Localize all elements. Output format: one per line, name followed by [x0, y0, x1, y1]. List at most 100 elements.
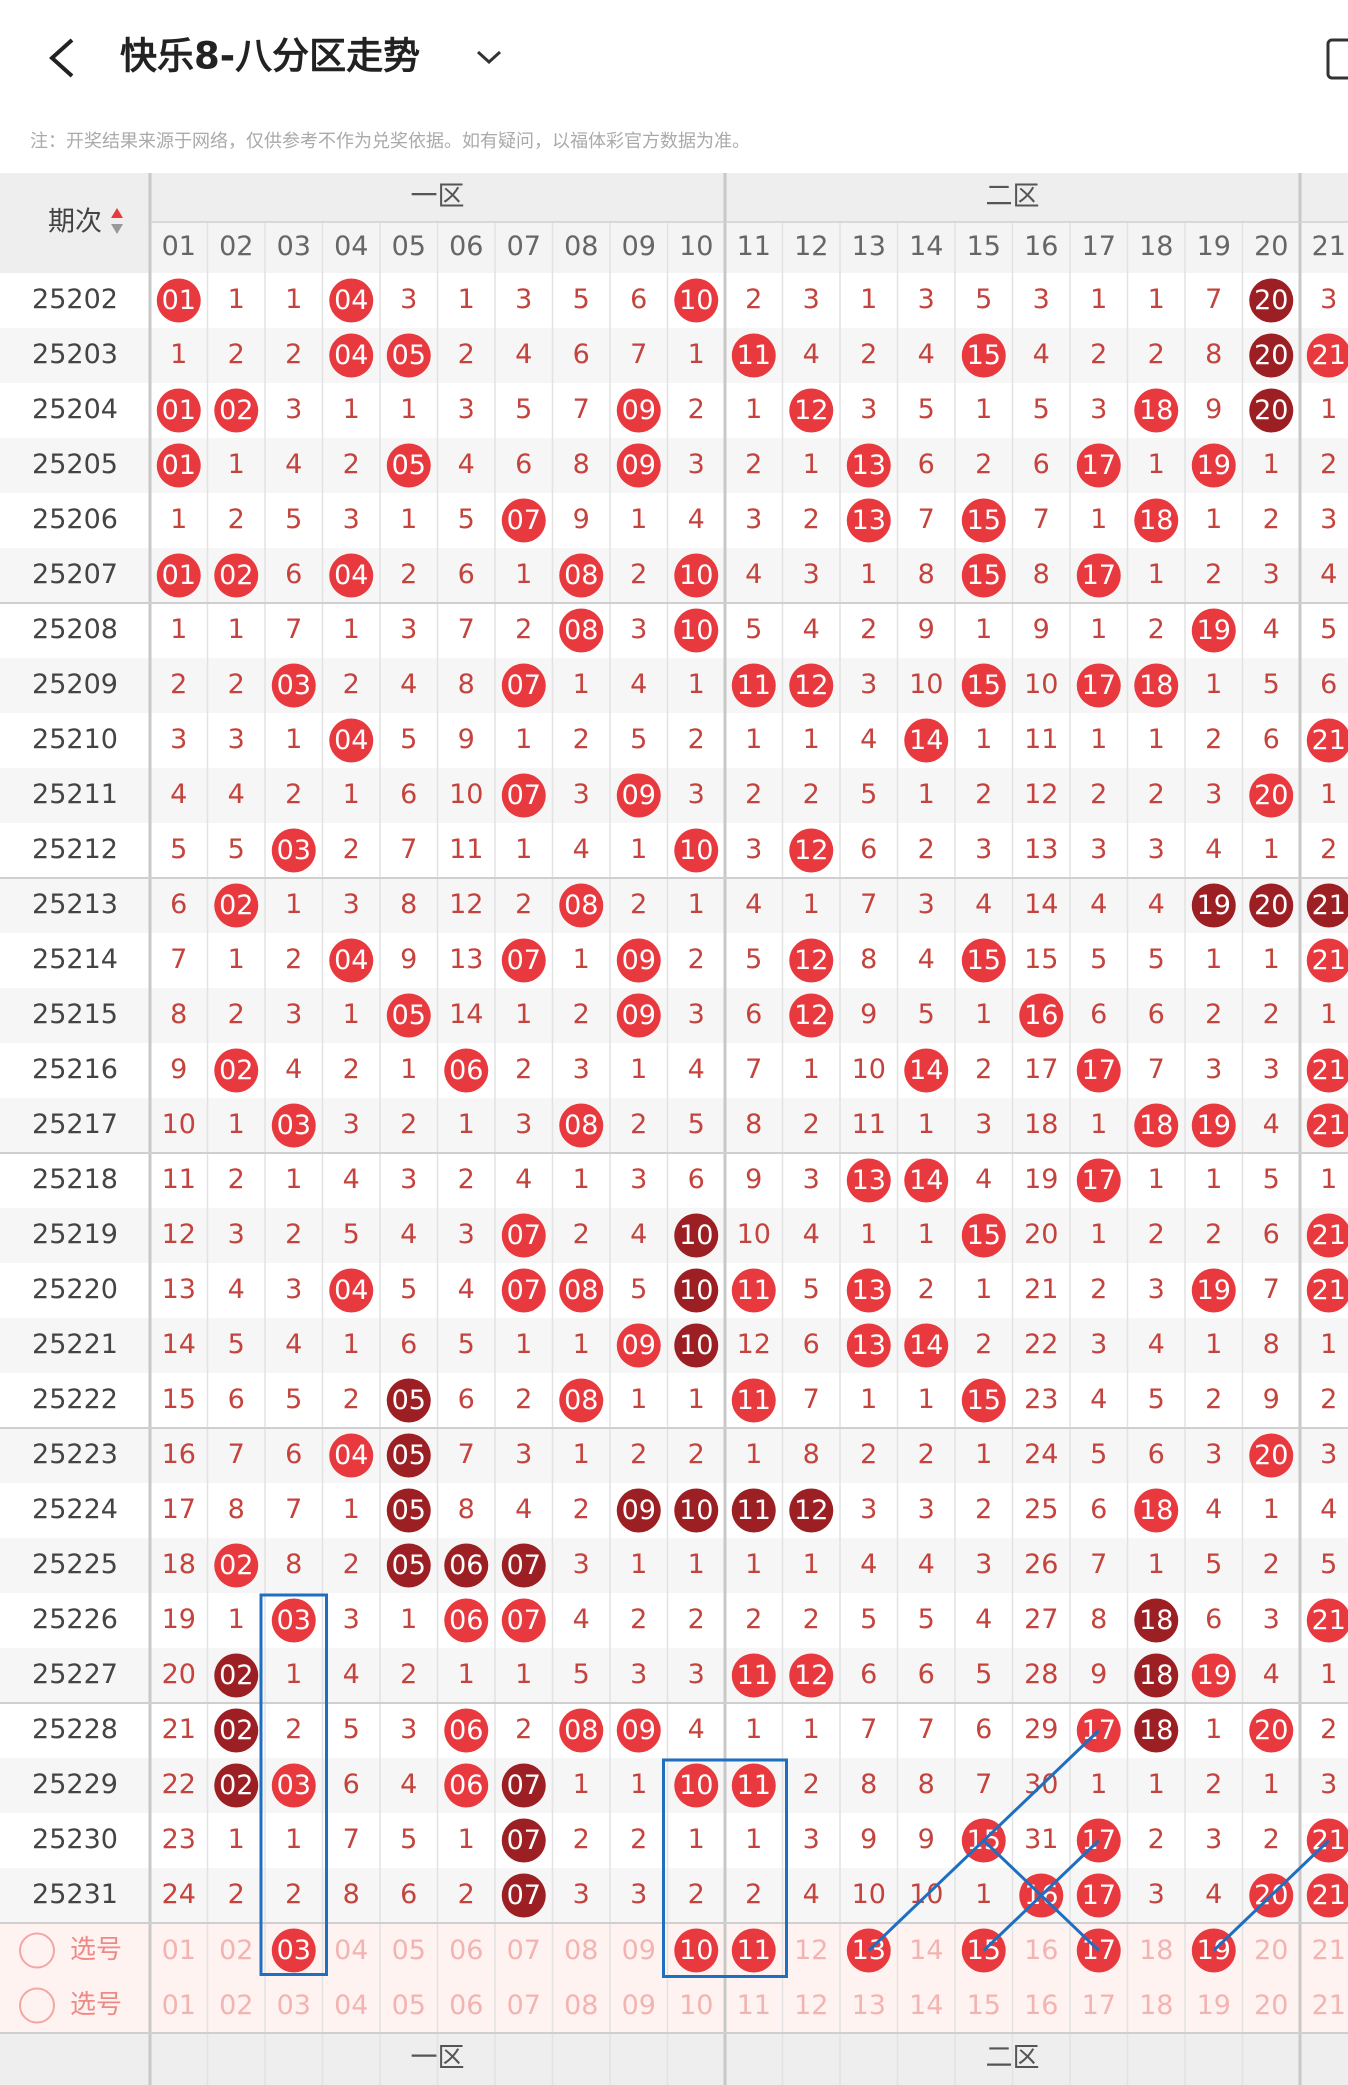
select-number[interactable]: 01: [162, 1935, 196, 1966]
ball-number: 17: [1082, 1055, 1116, 1086]
ball-number: 10: [679, 1220, 713, 1251]
select-number[interactable]: 05: [392, 1935, 426, 1966]
select-number[interactable]: 21: [1312, 1935, 1346, 1966]
miss-count: 23: [162, 1824, 196, 1855]
select-number[interactable]: 16: [1024, 1990, 1058, 2021]
draw-ball: [904, 1048, 949, 1093]
draw-ball: [214, 883, 259, 928]
ball-number: 08: [564, 1275, 598, 1306]
select-number[interactable]: 04: [334, 1935, 368, 1966]
select-number[interactable]: 06: [449, 1990, 483, 2021]
miss-count: 2: [1090, 779, 1107, 810]
ball-number: 20: [1254, 395, 1288, 426]
select-number[interactable]: 01: [162, 1990, 196, 2021]
draw-ball: [501, 1268, 546, 1313]
draw-ball: [1249, 883, 1294, 928]
miss-count: 2: [745, 1879, 762, 1910]
select-number[interactable]: 03: [277, 1935, 311, 1966]
ball-number: 09: [622, 1495, 656, 1526]
select-number[interactable]: 07: [507, 1990, 541, 2021]
select-number[interactable]: 16: [1024, 1935, 1058, 1966]
miss-count: 5: [170, 834, 187, 865]
select-number[interactable]: 09: [622, 1935, 656, 1966]
draw-ball: [1134, 1103, 1179, 1148]
draw-ball: [1306, 1268, 1348, 1313]
miss-count: 1: [745, 1439, 762, 1470]
select-number[interactable]: 11: [737, 1990, 771, 2021]
select-number[interactable]: 04: [334, 1990, 368, 2021]
select-number[interactable]: 07: [507, 1935, 541, 1966]
ball-number: 10: [679, 560, 713, 591]
select-number[interactable]: 19: [1197, 1990, 1231, 2021]
phone-icon[interactable]: [1326, 38, 1348, 80]
select-number[interactable]: 05: [392, 1990, 426, 2021]
select-number[interactable]: 20: [1254, 1935, 1288, 1966]
miss-count: 1: [688, 339, 705, 370]
select-number[interactable]: 15: [967, 1990, 1001, 2021]
select-number[interactable]: 10: [679, 1990, 713, 2021]
miss-count: 2: [170, 669, 187, 700]
select-number[interactable]: 06: [449, 1935, 483, 1966]
select-number[interactable]: 02: [219, 1935, 253, 1966]
select-number[interactable]: 08: [564, 1935, 598, 1966]
miss-count: 1: [228, 614, 245, 645]
select-radio[interactable]: [19, 1932, 55, 1969]
miss-count: 29: [1024, 1714, 1058, 1745]
column-header-bg: [150, 222, 1348, 273]
select-number[interactable]: 14: [909, 1935, 943, 1966]
ball-number: 19: [1197, 615, 1231, 646]
annotation-box: [259, 1593, 328, 1976]
select-number[interactable]: 03: [277, 1990, 311, 2021]
draw-ball: [1191, 1103, 1236, 1148]
miss-count: 2: [745, 449, 762, 480]
miss-count: 2: [688, 394, 705, 425]
miss-count: 4: [343, 1659, 360, 1690]
miss-count: 2: [630, 559, 647, 590]
select-number[interactable]: 18: [1139, 1935, 1173, 1966]
miss-count: 5: [1148, 944, 1165, 975]
select-number[interactable]: 09: [622, 1990, 656, 2021]
back-button[interactable]: [49, 38, 74, 78]
miss-count: 2: [918, 1274, 935, 1305]
miss-count: 11: [449, 834, 483, 865]
select-number[interactable]: 21: [1312, 1990, 1346, 2021]
select-number[interactable]: 10: [679, 1935, 713, 1966]
ball-number: 17: [1082, 1165, 1116, 1196]
miss-count: 26: [1024, 1549, 1058, 1580]
select-number[interactable]: 08: [564, 1990, 598, 2021]
select-number[interactable]: 11: [737, 1935, 771, 1966]
draw-ball: [1306, 1213, 1348, 1258]
miss-count: 2: [975, 1054, 992, 1085]
miss-count: 1: [860, 559, 877, 590]
miss-count: 2: [630, 1439, 647, 1470]
dropdown-arrow[interactable]: [476, 50, 502, 65]
select-number[interactable]: 18: [1139, 1990, 1173, 2021]
draw-ball: [674, 553, 719, 598]
select-number[interactable]: 14: [909, 1990, 943, 2021]
row-bg: [0, 438, 1348, 493]
miss-count: 2: [975, 1329, 992, 1360]
miss-count: 22: [162, 1769, 196, 1800]
miss-count: 2: [918, 1439, 935, 1470]
select-number[interactable]: 20: [1254, 1990, 1288, 2021]
miss-count: 1: [975, 614, 992, 645]
select-number[interactable]: 13: [852, 1990, 886, 2021]
miss-count: 3: [630, 1164, 647, 1195]
select-radio[interactable]: [19, 1987, 55, 2024]
miss-count: 12: [449, 889, 483, 920]
row-bg: [0, 1318, 1348, 1373]
miss-count: 1: [745, 724, 762, 755]
miss-count: 4: [745, 559, 762, 590]
miss-count: 4: [458, 1274, 475, 1305]
miss-count: 17: [1024, 1054, 1058, 1085]
miss-count: 2: [1320, 834, 1337, 865]
miss-count: 2: [1090, 339, 1107, 370]
miss-count: 7: [918, 504, 935, 535]
select-number[interactable]: 17: [1082, 1990, 1116, 2021]
miss-count: 1: [515, 1659, 532, 1690]
select-number[interactable]: 12: [794, 1935, 828, 1966]
select-number[interactable]: 12: [794, 1990, 828, 2021]
select-number[interactable]: 02: [219, 1990, 253, 2021]
draw-ball: [1191, 443, 1236, 488]
